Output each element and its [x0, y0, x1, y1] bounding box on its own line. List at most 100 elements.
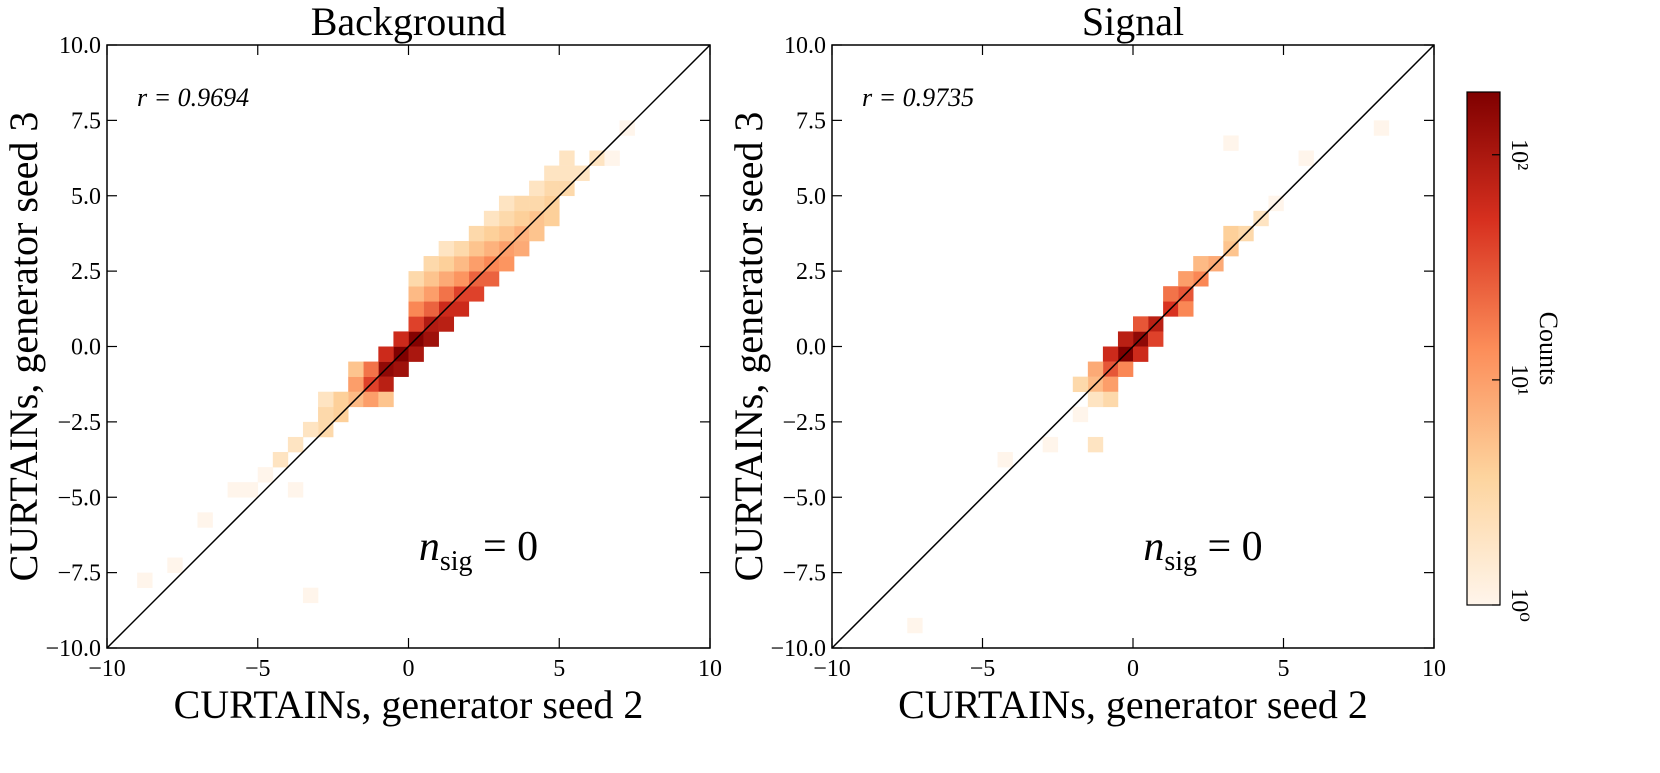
heatmap-cell — [423, 301, 439, 317]
heatmap-cell — [559, 150, 575, 166]
x-axis-label: CURTAINs, generator seed 2 — [898, 682, 1368, 727]
heatmap-cell — [423, 331, 439, 347]
y-tick-label: 10.0 — [784, 33, 826, 59]
heatmap-cell — [1072, 406, 1089, 423]
heatmap-cell — [1042, 436, 1059, 453]
heatmap-cell — [137, 572, 153, 588]
heatmap-cell — [363, 391, 379, 408]
heatmap-cell — [1178, 271, 1194, 287]
correlation-annotation: r = 0.9694 — [137, 83, 249, 112]
heatmap-cell — [408, 316, 424, 332]
y-tick-label: −10.0 — [770, 636, 826, 662]
y-tick-label: −10.0 — [45, 636, 101, 662]
heatmap-cell — [318, 406, 334, 423]
heatmap-cell — [378, 391, 394, 408]
annotation-part: = 0 — [473, 524, 539, 570]
y-tick-label: 7.5 — [71, 108, 101, 134]
y-tick-label: −5.0 — [782, 485, 826, 511]
heatmap-cell — [1087, 391, 1104, 408]
heatmap-cell — [302, 587, 319, 604]
heatmap-cell — [483, 210, 500, 227]
heatmap-cell — [318, 391, 334, 408]
heatmap-cell — [438, 256, 455, 272]
heatmap-cell — [514, 240, 530, 257]
heatmap-cell — [559, 165, 575, 181]
x-tick-label: −10 — [88, 656, 126, 682]
heatmap-cell — [529, 225, 545, 242]
heatmap-cell — [1087, 361, 1104, 377]
heatmap-cell — [498, 195, 515, 212]
correlation-annotation: r = 0.9735 — [862, 83, 974, 112]
heatmap-cell — [1133, 346, 1149, 362]
y-tick-label: −7.5 — [57, 561, 101, 587]
heatmap-cell — [544, 210, 560, 227]
heatmap-cell — [438, 286, 455, 302]
heatmap-cell — [378, 346, 394, 362]
heatmap-cell — [514, 195, 530, 212]
y-tick-label: −7.5 — [782, 561, 826, 587]
y-tick-label: 0.0 — [71, 335, 101, 361]
heatmap-cell — [544, 180, 560, 197]
diagonal-line — [831, 44, 1435, 649]
annotation-part: = 0 — [1197, 524, 1263, 570]
x-tick-label: 10 — [1422, 656, 1446, 682]
heatmap-cell — [333, 391, 349, 408]
heatmap-cell — [408, 286, 424, 302]
colorbar — [1466, 91, 1501, 606]
heatmap-cell — [453, 301, 470, 317]
heatmap-cell — [1163, 286, 1179, 302]
signal-annotation: nsig = 0 — [1143, 524, 1262, 577]
signal-annotation: nsig = 0 — [419, 524, 538, 577]
y-tick-label: −5.0 — [57, 485, 101, 511]
heatmap-cell — [302, 421, 319, 438]
heatmap-cell — [483, 225, 500, 242]
heatmap-cell — [468, 256, 485, 272]
chart-title: Signal — [1082, 0, 1184, 44]
heatmap-cell — [393, 331, 409, 347]
x-axis-label: CURTAINs, generator seed 2 — [174, 682, 644, 727]
heatmap-cell — [1148, 331, 1164, 347]
heatmap-cell — [907, 617, 923, 634]
x-tick-label: 0 — [1127, 656, 1139, 682]
y-tick-label: 10.0 — [59, 33, 101, 59]
heatmap-cell — [1087, 436, 1104, 453]
x-tick-label: 5 — [1278, 656, 1290, 682]
heatmap-cell — [408, 301, 424, 317]
chart-title: Background — [311, 0, 507, 44]
heatmap-cell — [1298, 150, 1314, 166]
colorbar-label: Counts — [1534, 312, 1563, 386]
heatmap-cell — [423, 256, 439, 272]
heatmap-cell — [514, 210, 530, 227]
y-tick-label: −2.5 — [57, 410, 101, 436]
heatmap-cell — [1373, 120, 1390, 136]
y-tick-label: 5.0 — [796, 184, 826, 210]
heatmap-cell — [498, 225, 515, 242]
heatmap-cell — [257, 467, 274, 483]
heatmap-cell — [227, 482, 243, 498]
annotation-part: sig — [1164, 546, 1197, 577]
heatmap-cell — [483, 240, 500, 257]
heatmap-cell — [1102, 376, 1119, 393]
heatmap-cell — [453, 256, 470, 272]
heatmap-cell — [498, 210, 515, 227]
diagonal-line — [106, 44, 711, 649]
heatmap-cell — [1102, 346, 1119, 362]
heatmap-cell — [242, 482, 259, 498]
heatmap-cell — [1072, 376, 1089, 393]
x-tick-label: −10 — [813, 656, 851, 682]
heatmap-cell — [348, 361, 364, 377]
heatmap-cell — [423, 271, 439, 287]
y-tick-label: 2.5 — [796, 259, 826, 285]
heatmap-cell — [348, 376, 364, 393]
colorbar-tick-label: 10¹ — [1506, 364, 1532, 395]
heatmap-cell — [1117, 361, 1134, 377]
heatmap-cell — [468, 225, 485, 242]
heatmap-cell — [438, 271, 455, 287]
heatmap-cell — [453, 240, 470, 257]
heatmap-cell — [544, 165, 560, 181]
heatmap-cell — [529, 180, 545, 197]
heatmap-cell — [1117, 331, 1134, 347]
heatmap-cell — [363, 361, 379, 377]
heatmap-cell — [604, 150, 620, 166]
